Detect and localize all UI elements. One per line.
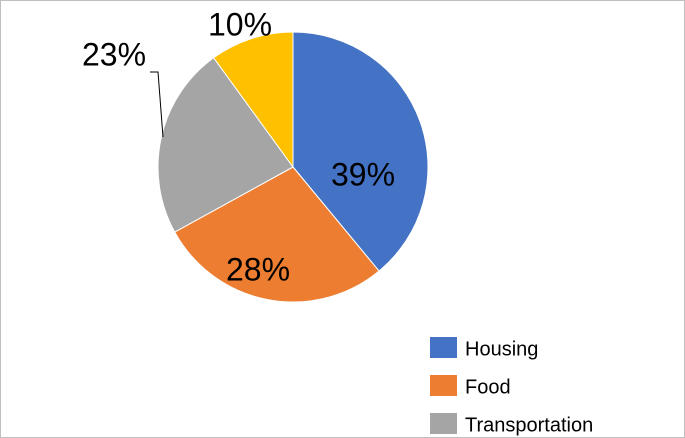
legend-label: Transportation	[465, 414, 593, 436]
data-label: 39%	[331, 156, 395, 192]
pie-slice	[157, 57, 294, 233]
data-label: 10%	[208, 6, 272, 42]
legend-swatch	[430, 337, 457, 358]
legend-label: Food	[465, 376, 511, 398]
pie-slice	[292, 31, 429, 272]
pie-slice	[174, 166, 380, 303]
data-label: 23%	[82, 36, 146, 72]
leader-line	[150, 71, 164, 138]
legend-label: Housing	[465, 338, 538, 360]
pie-slice	[212, 31, 294, 169]
legend-swatch	[430, 375, 457, 396]
legend-swatch	[430, 413, 457, 434]
data-label: 28%	[226, 251, 290, 287]
